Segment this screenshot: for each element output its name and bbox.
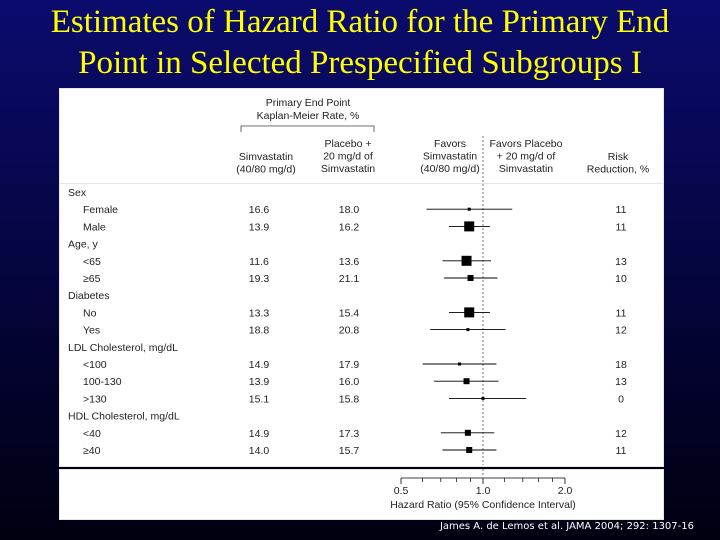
x-tick-label-2: 1.0 <box>476 485 491 497</box>
header-favors-simvastatin-1: Favors <box>434 138 466 150</box>
header-placebo-1: Placebo + <box>325 138 372 150</box>
risk-reduction-5-1: 12 <box>615 428 627 440</box>
simvastatin-rate-5-2: 14.0 <box>249 445 270 457</box>
header-simvastatin-1: Simvastatin <box>239 151 293 163</box>
header-simvastatin-2: (40/80 mg/d) <box>236 164 296 176</box>
row-label-2-1: <65 <box>83 256 101 268</box>
citation: James A. de Lemos et al. JAMA 2004; 292:… <box>439 521 694 532</box>
hr-marker-3-2 <box>466 328 470 332</box>
simvastatin-rate-2-1: 11.6 <box>249 256 269 268</box>
header-group-label-1: Primary End Point <box>266 97 351 109</box>
row-label-4-2: 100-130 <box>83 376 122 388</box>
group-label-5: HDL Cholesterol, mg/dL <box>68 411 180 423</box>
risk-reduction-1-1: 11 <box>616 204 627 216</box>
slide-title-line-2: Point in Selected Prespecified Subgroups… <box>78 45 642 81</box>
risk-reduction-1-2: 11 <box>616 221 627 233</box>
hr-marker-1-2 <box>464 221 475 232</box>
hr-marker-1-1 <box>467 207 471 211</box>
placebo-rate-3-2: 20.8 <box>339 325 360 337</box>
row-label-4-3: >130 <box>83 393 107 405</box>
hr-marker-2-2 <box>467 275 474 281</box>
placebo-rate-5-1: 17.3 <box>339 428 360 440</box>
slide-title: Estimates of Hazard Ratio for the Primar… <box>0 2 720 84</box>
placebo-rate-2-2: 21.1 <box>339 273 360 285</box>
slide-title-line-1: Estimates of Hazard Ratio for the Primar… <box>50 4 670 40</box>
group-label-3: Diabetes <box>68 290 109 302</box>
group-label-2: Age, y <box>68 239 99 251</box>
risk-reduction-2-1: 13 <box>615 256 627 268</box>
simvastatin-rate-1-2: 13.9 <box>249 221 270 233</box>
hr-marker-5-2 <box>466 447 473 453</box>
header-favors-simvastatin-3: (40/80 mg/d) <box>420 163 480 175</box>
risk-reduction-2-2: 10 <box>615 273 627 285</box>
header-group-label-2: Kaplan-Meier Rate, % <box>257 110 360 122</box>
row-label-1-2: Male <box>83 221 106 233</box>
placebo-rate-4-1: 17.9 <box>339 359 360 371</box>
header-bracket <box>240 125 375 132</box>
simvastatin-rate-5-1: 14.9 <box>249 428 270 440</box>
axis-panel <box>59 469 664 520</box>
row-label-2-2: ≥65 <box>83 273 101 285</box>
placebo-rate-4-3: 15.8 <box>339 393 360 405</box>
hr-marker-2-1 <box>461 255 472 266</box>
simvastatin-rate-4-3: 15.1 <box>249 393 270 405</box>
row-label-4-1: <100 <box>83 359 107 371</box>
header-favors-placebo-1: Favors Placebo <box>490 138 563 150</box>
hr-marker-5-1 <box>464 429 471 436</box>
row-label-5-2: ≥40 <box>83 445 101 457</box>
simvastatin-rate-2-2: 19.3 <box>249 273 270 285</box>
header-placebo-2: 20 mg/d of <box>323 151 373 163</box>
header-favors-placebo-2: + 20 mg/d of <box>497 151 556 163</box>
x-tick-label-3: 2.0 <box>558 485 573 497</box>
x-tick-label-1: 0.5 <box>394 485 409 497</box>
hr-marker-4-2 <box>463 378 470 385</box>
risk-reduction-5-2: 11 <box>616 445 627 457</box>
header-placebo-3: Simvastatin <box>321 163 375 175</box>
row-label-3-2: Yes <box>83 325 100 337</box>
header-favors-placebo-3: Simvastatin <box>499 163 553 175</box>
placebo-rate-4-2: 16.0 <box>339 376 360 388</box>
simvastatin-rate-3-2: 18.8 <box>249 325 270 337</box>
header-risk-reduction-1: Risk <box>608 151 629 163</box>
risk-reduction-3-1: 11 <box>616 307 627 319</box>
placebo-rate-1-1: 18.0 <box>339 204 360 216</box>
simvastatin-rate-4-1: 14.9 <box>249 359 270 371</box>
hr-marker-3-1 <box>464 307 475 318</box>
simvastatin-rate-3-1: 13.3 <box>249 307 270 319</box>
risk-reduction-3-2: 12 <box>615 325 627 337</box>
risk-reduction-4-1: 18 <box>615 359 627 371</box>
header-panel <box>59 88 664 184</box>
group-label-4: LDL Cholesterol, mg/dL <box>68 342 178 354</box>
placebo-rate-1-2: 16.2 <box>339 221 360 233</box>
group-label-1: Sex <box>68 187 87 199</box>
table-panel <box>59 183 664 467</box>
header-favors-simvastatin-2: Simvastatin <box>423 151 477 163</box>
simvastatin-rate-4-2: 13.9 <box>249 376 270 388</box>
row-label-1-1: Female <box>83 204 118 216</box>
x-axis-label: Hazard Ratio (95% Confidence Interval) <box>390 499 576 511</box>
row-label-3-1: No <box>83 307 97 319</box>
placebo-rate-2-1: 13.6 <box>339 256 360 268</box>
risk-reduction-4-3: 0 <box>618 393 624 405</box>
hr-marker-4-3 <box>481 396 485 400</box>
hr-marker-4-1 <box>458 362 462 366</box>
placebo-rate-5-2: 15.7 <box>339 445 360 457</box>
placebo-rate-3-1: 15.4 <box>339 307 360 319</box>
header-risk-reduction-2: Reduction, % <box>587 164 649 176</box>
simvastatin-rate-1-1: 16.6 <box>249 204 270 216</box>
risk-reduction-4-2: 13 <box>615 376 627 388</box>
row-label-5-1: <40 <box>83 428 101 440</box>
